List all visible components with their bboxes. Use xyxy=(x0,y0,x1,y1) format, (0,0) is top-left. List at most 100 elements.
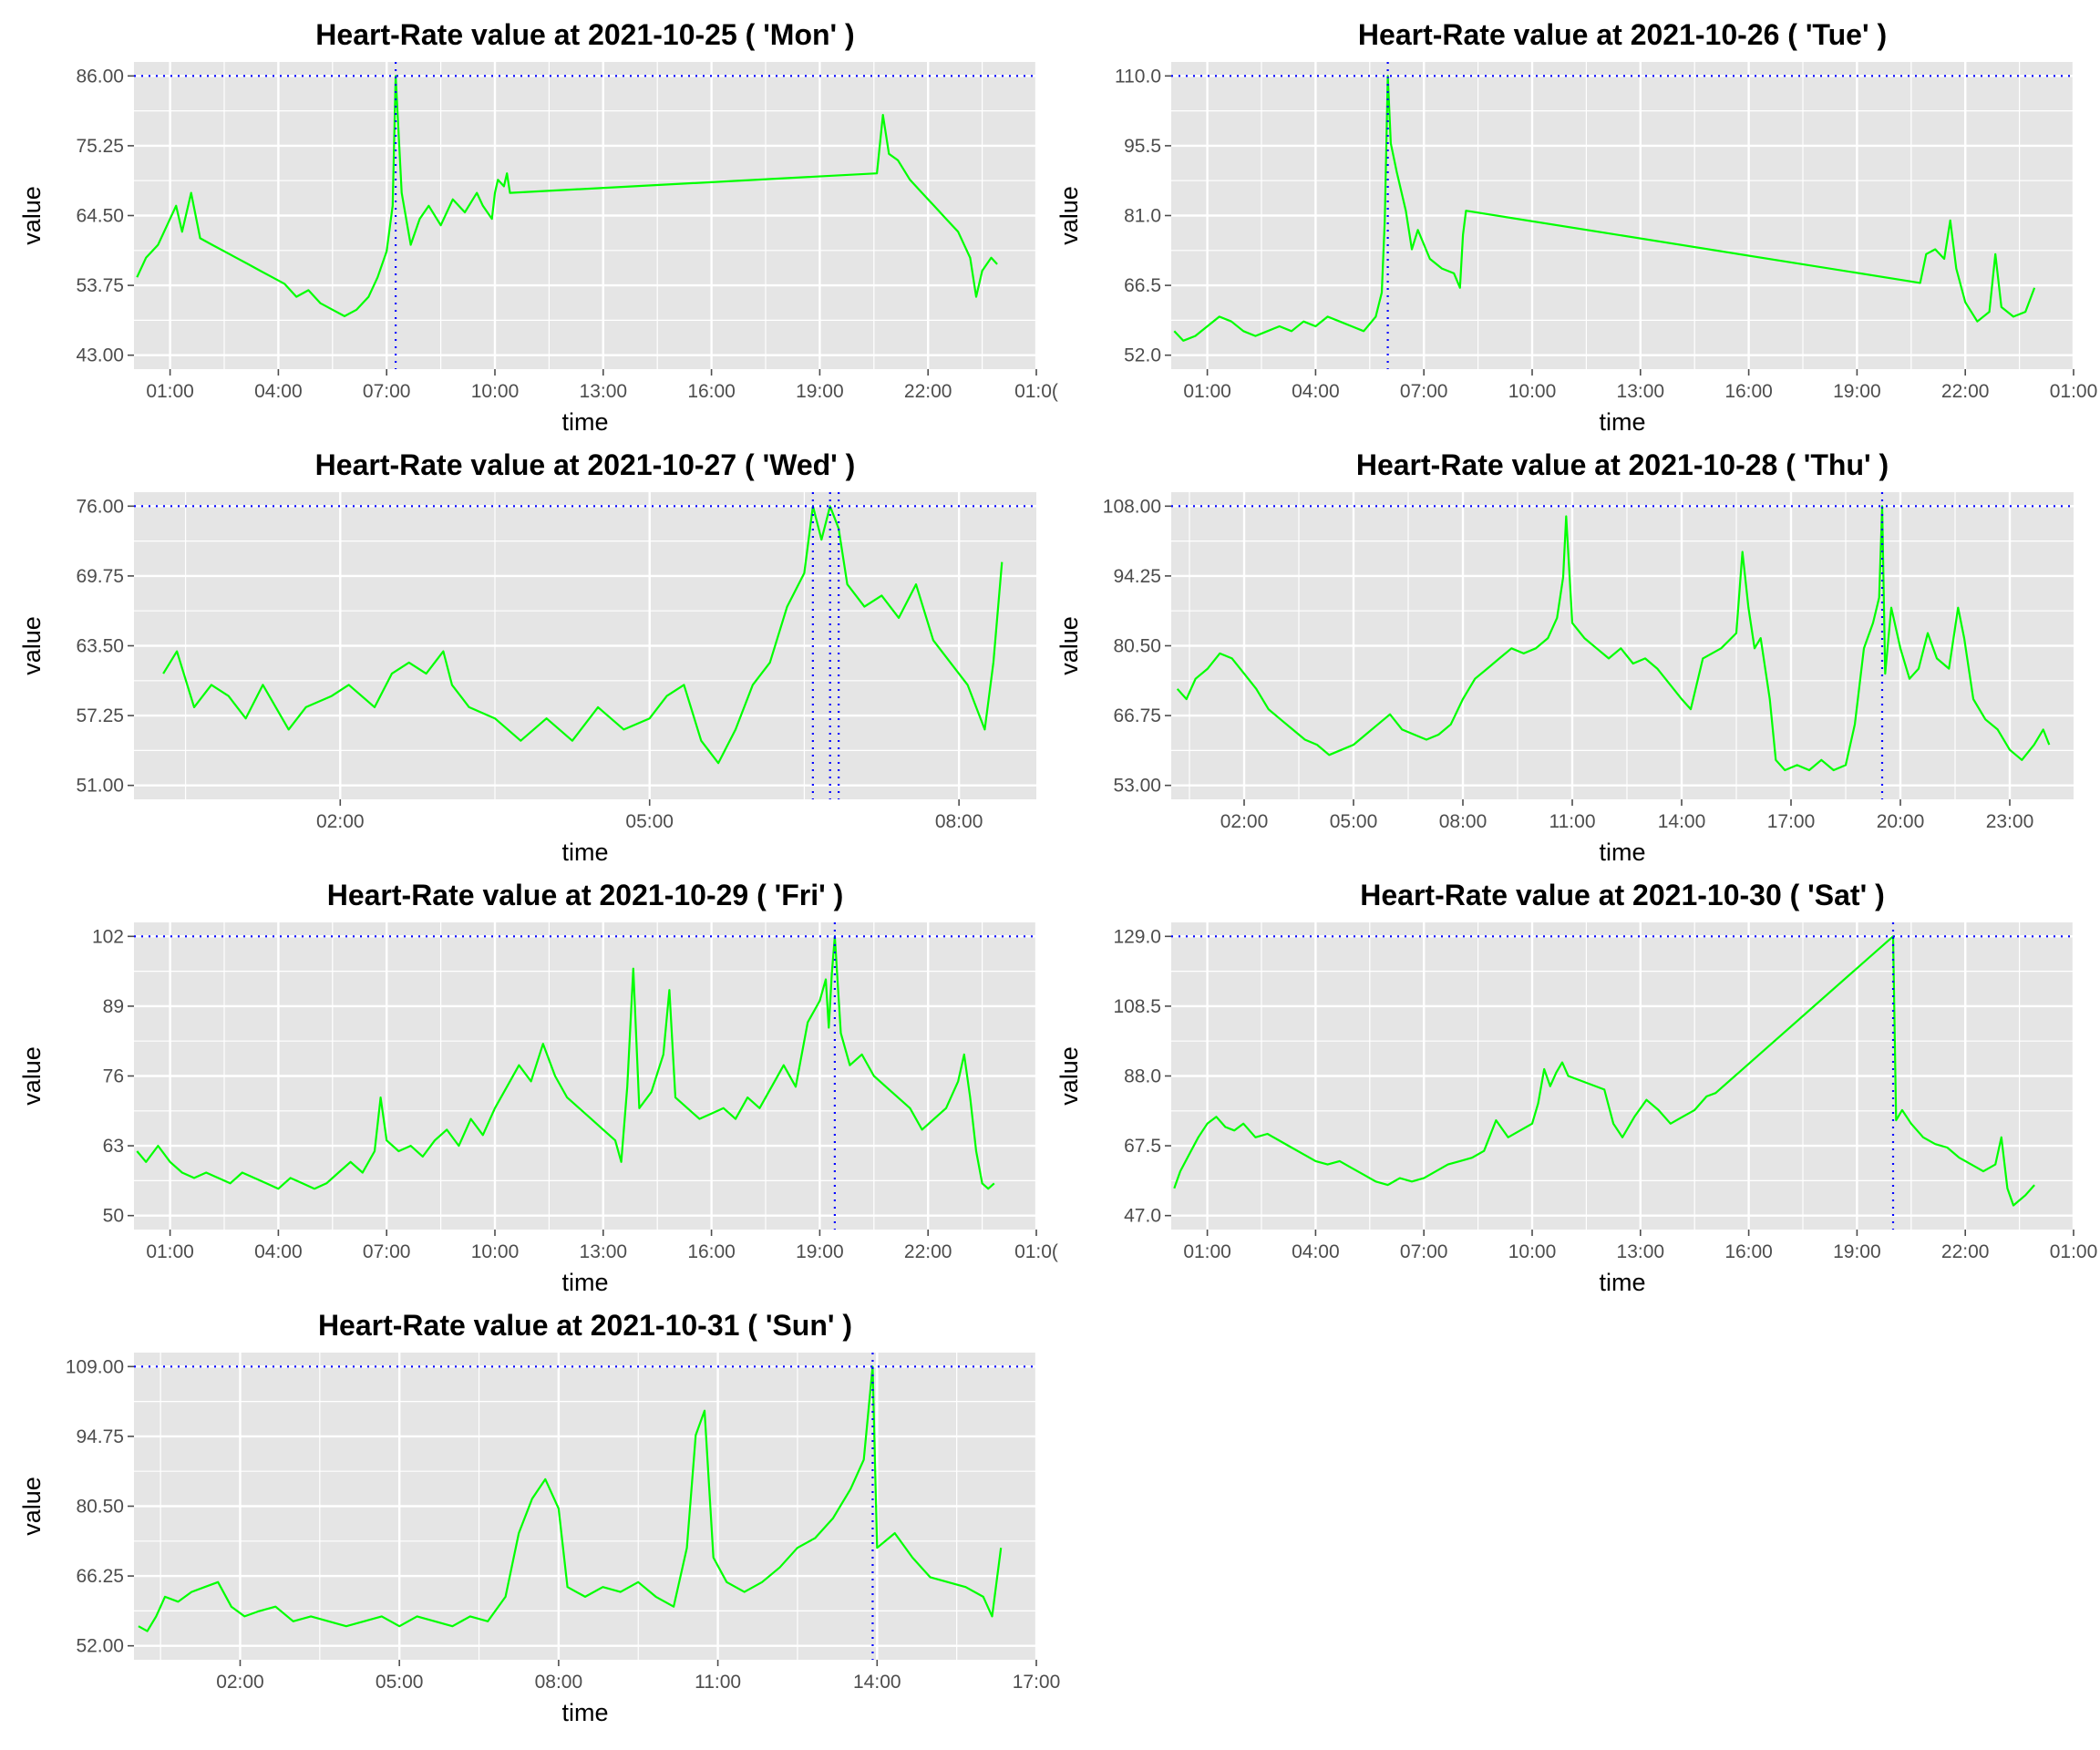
y-tick-label: 50 xyxy=(103,1206,124,1227)
chart-title: Heart-Rate value at 2021-10-29 ( 'Fri' ) xyxy=(327,879,844,911)
chart-title: Heart-Rate value at 2021-10-25 ( 'Mon' ) xyxy=(315,18,854,51)
x-axis-title: time xyxy=(1599,1269,1645,1296)
y-tick-label: 94.25 xyxy=(1113,566,1161,587)
x-tick-label: 11:00 xyxy=(1549,811,1596,832)
chart-panel-7: Heart-Rate value at 2021-10-31 ( 'Sun' )… xyxy=(18,1309,1060,1726)
x-tick-label: 22:00 xyxy=(1941,381,1990,402)
x-tick-label: 11:00 xyxy=(695,1672,741,1693)
x-tick-label: 07:00 xyxy=(1400,381,1448,402)
y-tick-label: 86.00 xyxy=(76,66,124,87)
y-tick-label: 66.75 xyxy=(1113,705,1161,726)
chart-panel-3: Heart-Rate value at 2021-10-27 ( 'Wed' )… xyxy=(18,448,1036,866)
x-tick-label: 04:00 xyxy=(254,381,303,402)
y-tick-label: 69.75 xyxy=(76,566,124,587)
x-tick-label: 01:0( xyxy=(1014,1241,1058,1262)
x-tick-label: 22:00 xyxy=(904,1241,952,1262)
series-line xyxy=(136,75,998,317)
chart-title: Heart-Rate value at 2021-10-28 ( 'Thu' ) xyxy=(1356,448,1889,481)
x-axis-title: time xyxy=(561,1269,608,1296)
series-line xyxy=(136,935,995,1190)
chart-title: Heart-Rate value at 2021-10-30 ( 'Sat' ) xyxy=(1360,879,1884,911)
y-tick-label: 80.50 xyxy=(1113,636,1161,657)
y-tick-label: 63.50 xyxy=(76,636,124,657)
x-tick-label: 22:00 xyxy=(904,381,952,402)
x-axis-title: time xyxy=(1599,408,1645,436)
y-tick-label: 109.00 xyxy=(66,1356,124,1377)
y-tick-label: 75.25 xyxy=(76,136,124,157)
x-axis-title: time xyxy=(561,839,608,866)
chart-panel-6: Heart-Rate value at 2021-10-30 ( 'Sat' )… xyxy=(1055,879,2097,1296)
y-axis-title: value xyxy=(1055,1046,1083,1106)
y-tick-label: 89 xyxy=(103,996,124,1017)
y-tick-label: 110.0 xyxy=(1115,66,1161,87)
y-tick-label: 47.0 xyxy=(1124,1206,1161,1227)
chart-panel-2: Heart-Rate value at 2021-10-26 ( 'Tue' )… xyxy=(1055,18,2097,436)
x-tick-label: 07:00 xyxy=(363,381,411,402)
chart-title: Heart-Rate value at 2021-10-27 ( 'Wed' ) xyxy=(315,448,856,481)
x-axis-title: time xyxy=(561,408,608,436)
x-tick-label: 19:00 xyxy=(796,381,844,402)
x-tick-label: 13:00 xyxy=(580,381,628,402)
x-tick-label: 08:00 xyxy=(935,811,983,832)
y-tick-label: 94.75 xyxy=(76,1426,124,1447)
y-tick-label: 66.25 xyxy=(76,1566,124,1587)
chart-panel-5: Heart-Rate value at 2021-10-29 ( 'Fri' )… xyxy=(18,879,1058,1296)
y-tick-label: 67.5 xyxy=(1124,1136,1161,1157)
x-tick-label: 08:00 xyxy=(535,1672,583,1693)
y-tick-label: 108.5 xyxy=(1113,996,1161,1017)
y-tick-label: 108.00 xyxy=(1103,496,1161,517)
y-axis-title: value xyxy=(18,1046,46,1106)
series-line xyxy=(1176,505,2051,772)
y-tick-label: 51.00 xyxy=(76,776,124,797)
y-tick-label: 66.5 xyxy=(1124,275,1161,296)
x-tick-label: 01:00 xyxy=(2050,1241,2098,1262)
x-tick-label: 08:00 xyxy=(1439,811,1488,832)
x-tick-label: 19:00 xyxy=(796,1241,844,1262)
y-tick-label: 88.0 xyxy=(1124,1066,1161,1087)
y-tick-label: 95.5 xyxy=(1124,136,1161,157)
chart-title: Heart-Rate value at 2021-10-26 ( 'Tue' ) xyxy=(1358,18,1887,51)
x-tick-label: 05:00 xyxy=(625,811,674,832)
x-tick-label: 13:00 xyxy=(580,1241,628,1262)
x-tick-label: 10:00 xyxy=(471,381,520,402)
x-tick-label: 14:00 xyxy=(1658,811,1706,832)
y-tick-label: 80.50 xyxy=(76,1497,124,1518)
x-tick-label: 14:00 xyxy=(853,1672,901,1693)
x-tick-label: 22:00 xyxy=(1941,1241,1990,1262)
chart-panel-1: Heart-Rate value at 2021-10-25 ( 'Mon' )… xyxy=(18,18,1058,436)
x-tick-label: 01:00 xyxy=(146,381,194,402)
y-tick-label: 52.00 xyxy=(76,1636,124,1657)
x-tick-label: 13:00 xyxy=(1617,1241,1665,1262)
y-tick-label: 52.0 xyxy=(1124,345,1161,366)
x-tick-label: 07:00 xyxy=(1400,1241,1448,1262)
x-tick-label: 02:00 xyxy=(216,1672,264,1693)
x-tick-label: 01:00 xyxy=(146,1241,194,1262)
y-axis-title: value xyxy=(18,1477,46,1536)
x-tick-label: 16:00 xyxy=(687,1241,736,1262)
y-axis-title: value xyxy=(1055,186,1083,245)
x-tick-label: 02:00 xyxy=(1220,811,1269,832)
chart-panel-4: Heart-Rate value at 2021-10-28 ( 'Thu' )… xyxy=(1055,448,2074,866)
x-tick-label: 16:00 xyxy=(1724,1241,1773,1262)
y-tick-label: 64.50 xyxy=(76,206,124,227)
x-tick-label: 04:00 xyxy=(254,1241,303,1262)
x-tick-label: 01:00 xyxy=(1183,381,1231,402)
x-tick-label: 04:00 xyxy=(1292,1241,1340,1262)
chart-title: Heart-Rate value at 2021-10-31 ( 'Sun' ) xyxy=(318,1309,852,1342)
y-tick-label: 63 xyxy=(103,1136,124,1157)
x-tick-label: 16:00 xyxy=(687,381,736,402)
x-tick-label: 02:00 xyxy=(316,811,365,832)
y-tick-label: 53.00 xyxy=(1113,776,1161,797)
x-tick-label: 19:00 xyxy=(1833,381,1881,402)
y-tick-label: 76 xyxy=(103,1066,124,1087)
x-tick-label: 07:00 xyxy=(363,1241,411,1262)
series-line xyxy=(138,1365,1003,1632)
x-tick-label: 04:00 xyxy=(1292,381,1340,402)
x-tick-label: 23:00 xyxy=(1986,811,2034,832)
y-tick-label: 102 xyxy=(92,926,124,947)
x-tick-label: 13:00 xyxy=(1617,381,1665,402)
x-tick-label: 05:00 xyxy=(1330,811,1378,832)
x-tick-label: 16:00 xyxy=(1724,381,1773,402)
x-tick-label: 01:00 xyxy=(2050,381,2098,402)
